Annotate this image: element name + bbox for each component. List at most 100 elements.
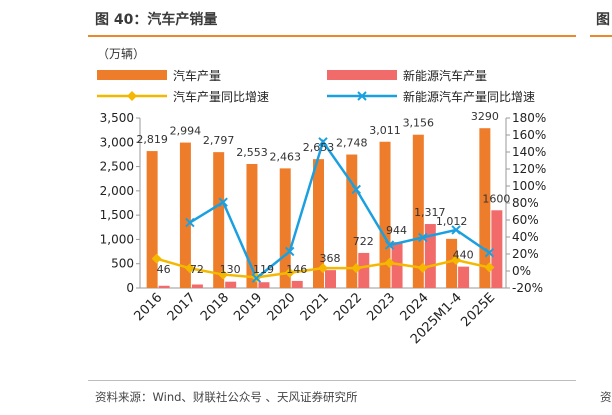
right-tick-label: 120% (512, 162, 546, 176)
bar-nev-production (358, 252, 370, 288)
label-total-production: 2,994 (170, 125, 202, 138)
label-total-production: 2,748 (336, 137, 368, 150)
figure-header: 图 40：汽车产销量 图 (0, 0, 612, 38)
marker-total-growth (484, 262, 495, 273)
marker-total-growth (417, 262, 428, 273)
bar-nev-production (225, 281, 237, 288)
marker-nev-growth (218, 197, 228, 207)
label-nev-production: 944 (386, 224, 407, 237)
bar-total-production (179, 142, 191, 288)
label-total-production: 2,653 (303, 141, 335, 154)
bar-total-production (446, 238, 458, 288)
bar-total-production (213, 152, 225, 288)
legend-label-nev: 新能源汽车产量 (403, 68, 487, 83)
next-figure-underline (590, 35, 612, 37)
bar-total-production (346, 154, 358, 288)
bar-nev-production (191, 284, 203, 288)
marker-total-growth (384, 257, 395, 268)
legend-swatch-total (97, 70, 167, 80)
x-tick-label: 2017 (165, 290, 199, 324)
label-nev-production: 72 (190, 263, 204, 276)
left-tick-label: 2,500 (100, 160, 134, 174)
x-tick-label: 2025E (458, 290, 498, 330)
label-total-production: 3290 (471, 110, 499, 123)
label-nev-production: 722 (353, 235, 374, 248)
label-nev-production: 146 (286, 263, 307, 276)
label-nev-production: 368 (320, 252, 341, 265)
bar-nev-production (158, 285, 170, 288)
marker-total-growth (284, 267, 295, 278)
label-total-production: 2,819 (136, 133, 168, 146)
legend-swatch-nev (327, 70, 397, 80)
marker-nev-growth (484, 248, 495, 258)
legend-label-nev-growth: 新能源汽车产量同比增速 (403, 89, 535, 104)
left-tick-label: 0 (126, 281, 134, 295)
bar-total-production (279, 168, 291, 288)
right-tick-label: 180% (512, 111, 546, 125)
footer-divider (88, 380, 576, 381)
label-total-production: 3,156 (403, 117, 435, 130)
bar-nev-production (325, 270, 336, 288)
label-nev-production: 1,317 (414, 206, 446, 219)
marker-total-growth (218, 269, 229, 280)
label-total-production: 2,553 (236, 146, 268, 159)
legend-marker-total-growth (127, 91, 137, 101)
right-tick-label: 0% (512, 264, 531, 278)
bar-nev-production (424, 224, 436, 288)
x-tick-label: 2023 (364, 290, 398, 324)
label-total-production: 2,463 (269, 150, 301, 163)
x-tick-label: 2018 (198, 290, 232, 324)
next-source-fragment: 资 (600, 390, 612, 404)
marker-total-growth (351, 263, 362, 274)
marker-total-growth (451, 255, 462, 266)
marker-total-growth (151, 253, 162, 264)
x-tick-label: 2019 (231, 290, 265, 324)
bar-nev-production (291, 280, 303, 288)
right-tick-label: 100% (512, 179, 546, 193)
left-tick-label: 500 (111, 257, 134, 271)
x-tick-label: 2016 (131, 290, 165, 324)
label-nev-production: 46 (157, 263, 171, 276)
legend-marker-nev-growth (357, 91, 367, 101)
marker-nev-growth (185, 217, 195, 228)
left-tick-label: 2,000 (100, 184, 134, 198)
marker-nev-growth (451, 225, 461, 235)
title-underline (88, 35, 576, 37)
bar-nev-production (458, 266, 470, 288)
bar-total-production (412, 134, 424, 288)
label-nev-production: 130 (220, 263, 241, 276)
marker-total-growth (318, 263, 328, 274)
bar-nev-production (491, 210, 503, 288)
marker-nev-growth (384, 240, 395, 250)
right-tick-label: 80% (512, 196, 539, 210)
legend-label-total-growth: 汽车产量同比增速 (173, 89, 269, 104)
left-tick-label: 1,500 (100, 208, 134, 222)
label-total-production: 3,011 (369, 124, 401, 137)
label-nev-production: 1600 (482, 192, 510, 205)
right-tick-label: 20% (512, 247, 539, 261)
bar-total-production (479, 128, 491, 288)
label-total-production: 1,012 (436, 215, 468, 228)
left-tick-label: 1,000 (100, 232, 134, 246)
bar-total-production (146, 151, 158, 288)
marker-nev-growth (418, 232, 428, 243)
bar-total-production (246, 163, 258, 288)
label-nev-production: 119 (253, 263, 274, 276)
right-tick-label: -20% (512, 281, 543, 295)
bar-nev-production (258, 282, 270, 288)
label-nev-production: 440 (453, 249, 474, 262)
marker-nev-growth (285, 246, 295, 257)
marker-nev-growth (351, 184, 361, 195)
label-total-production: 2,797 (203, 134, 235, 147)
right-tick-label: 40% (512, 230, 539, 244)
bar-total-production (379, 141, 391, 288)
legend-label-total: 汽车产量 (173, 68, 221, 83)
next-figure-title-fragment: 图 (596, 12, 610, 28)
y-axis-unit: （万辆） (97, 47, 145, 61)
right-tick-label: 160% (512, 128, 546, 142)
right-tick-label: 140% (512, 145, 546, 159)
left-tick-label: 3,500 (100, 111, 134, 125)
line-nev-growth (189, 138, 491, 281)
marker-total-growth (184, 263, 195, 274)
